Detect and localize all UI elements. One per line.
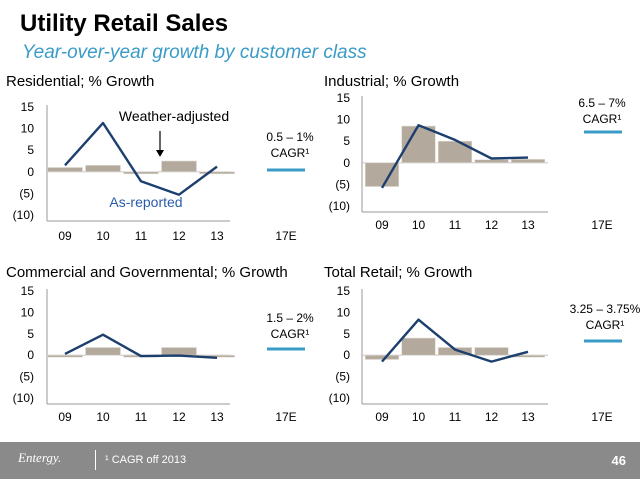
commercial-y-tick: 0 (27, 348, 34, 362)
residential-y-tick: 10 (21, 122, 35, 136)
industrial-x-tick: 13 (521, 218, 535, 232)
industrial-x-tick: 10 (412, 218, 426, 232)
commercial-y-tick: (5) (19, 370, 34, 384)
industrial-y-tick: (10) (329, 199, 350, 213)
residential-y-tick: (10) (13, 208, 34, 222)
industrial-line-series (380, 123, 529, 189)
total-x-tick: 13 (521, 410, 535, 424)
residential-bar (85, 165, 121, 173)
industrial-bar (510, 159, 546, 164)
total-cagr-range: 3.25 – 3.75% (570, 302, 640, 316)
residential-y-tick: 15 (21, 100, 35, 114)
industrial-x-tick: 17E (591, 218, 612, 232)
residential-bar (161, 160, 197, 173)
total-retail-chart-title: Total Retail; % Growth (324, 264, 473, 281)
total-y-tick: 10 (337, 305, 351, 319)
commercial-x-tick: 13 (210, 410, 224, 424)
total-y-tick: 5 (343, 327, 350, 341)
total-cagr-label: CAGR¹ (586, 318, 625, 332)
page-number: 46 (611, 453, 626, 468)
commercial-cagr-range: 1.5 – 2% (266, 311, 314, 325)
footer-divider (95, 450, 96, 470)
residential-x-tick: 11 (135, 229, 148, 243)
commercial-x-tick: 09 (58, 410, 72, 424)
residential-x-tick: 12 (172, 229, 186, 243)
commercial-x-tick: 12 (172, 410, 186, 424)
total-x-tick: 11 (449, 410, 462, 424)
footnote: ¹ CAGR off 2013 (105, 454, 187, 466)
commercial-bar (161, 347, 197, 356)
total-bar (437, 347, 473, 356)
residential-y-tick: 0 (27, 165, 34, 179)
commercial-cagr-label: CAGR¹ (271, 327, 310, 341)
commercial-x-tick: 11 (135, 410, 148, 424)
commercial-x-tick: 10 (96, 410, 110, 424)
total-x-tick: 09 (375, 410, 389, 424)
commercial-y-tick: (10) (13, 391, 34, 405)
total-x-tick: 10 (412, 410, 426, 424)
total-y-tick: (10) (329, 391, 350, 405)
weather-adjusted-annotation: Weather-adjusted (119, 108, 229, 124)
weather-adjusted-arrowhead (156, 150, 164, 157)
residential-line-series (64, 121, 218, 196)
total-line-series (381, 318, 529, 363)
residential-bar (47, 167, 83, 173)
residential-cagr-range: 0.5 – 1% (266, 130, 314, 144)
residential-y-tick: 5 (27, 143, 34, 157)
residential-bar (123, 171, 159, 175)
entergy-logo: Entergy. (18, 450, 62, 465)
residential-x-tick: 10 (96, 229, 110, 243)
charts-canvas: 15 10 5 0 (5) (10) 09 10 11 12 13 17E 0.5 – 1% CAGR¹ 1… (13, 91, 640, 424)
commercial-bar (47, 354, 83, 358)
total-bar (364, 354, 400, 360)
slide-subtitle: Year-over-year growth by customer class (22, 42, 367, 63)
slide-title: Utility Retail Sales (20, 10, 229, 37)
residential-chart-title: Residential; % Growth (6, 73, 155, 90)
industrial-y-tick: 0 (343, 156, 350, 170)
as-reported-annotation: As-reported (109, 194, 182, 210)
total-y-tick: 0 (343, 348, 350, 362)
commercial-line-series (64, 333, 218, 359)
total-bar (401, 337, 436, 356)
footer-bar: Entergy. ¹ CAGR off 2013 46 (0, 442, 640, 479)
total-bar (474, 347, 509, 356)
commercial-y-tick: 15 (21, 284, 35, 298)
residential-cagr-label: CAGR¹ (271, 146, 310, 160)
industrial-y-tick: (5) (335, 177, 350, 191)
commercial-y-tick: 5 (27, 327, 34, 341)
total-x-tick: 17E (591, 410, 612, 424)
total-y-tick: (5) (335, 370, 350, 384)
industrial-y-tick: 10 (337, 113, 351, 127)
industrial-y-tick: 15 (337, 91, 351, 105)
commercial-x-tick: 17E (275, 410, 296, 424)
commercial-bar (85, 347, 121, 356)
industrial-x-tick: 09 (375, 218, 389, 232)
residential-y-tick: (5) (19, 186, 34, 200)
industrial-cagr-label: CAGR¹ (583, 112, 622, 126)
industrial-x-tick: 12 (485, 218, 499, 232)
industrial-bar (437, 140, 473, 164)
total-x-tick: 12 (485, 410, 499, 424)
residential-x-tick: 13 (210, 229, 224, 243)
residential-x-tick: 17E (275, 229, 296, 243)
residential-x-tick: 09 (58, 229, 72, 243)
industrial-bar (474, 159, 509, 164)
industrial-x-tick: 11 (449, 218, 462, 232)
industrial-chart-title: Industrial; % Growth (324, 73, 460, 90)
commercial-y-tick: 10 (21, 305, 35, 319)
total-y-tick: 15 (337, 284, 351, 298)
residential-bar (199, 171, 235, 175)
industrial-y-tick: 5 (343, 134, 350, 148)
industrial-cagr-range: 6.5 – 7% (578, 96, 626, 110)
commercial-chart-title: Commercial and Governmental; % Growth (6, 264, 288, 281)
